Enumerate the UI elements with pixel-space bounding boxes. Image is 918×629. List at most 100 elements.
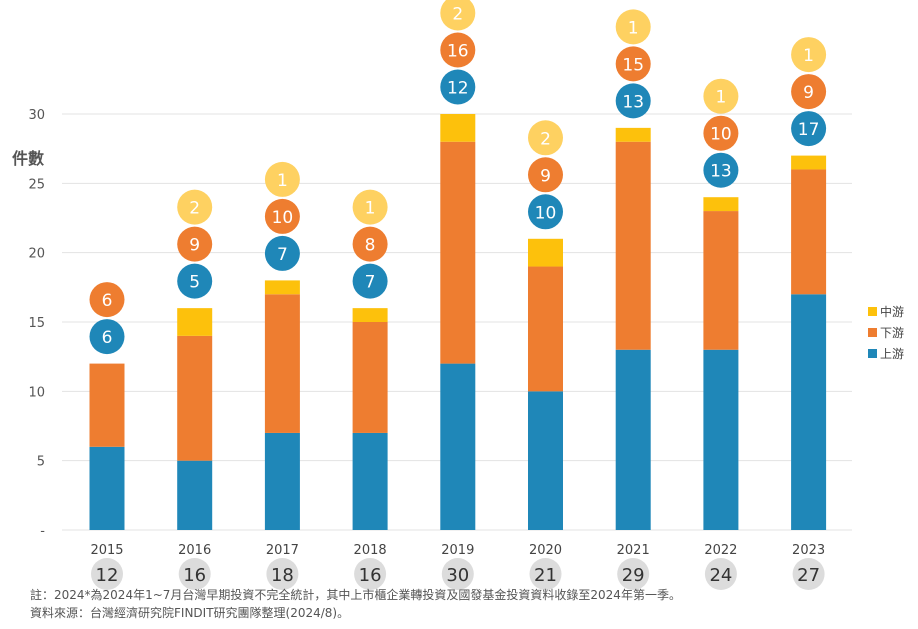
data-label: 9 — [540, 166, 551, 186]
legend-swatch — [868, 307, 877, 316]
legend-label: 下游 — [880, 326, 904, 340]
bar-segment — [264, 432, 300, 530]
value-bubble — [528, 120, 563, 156]
bar-segment — [791, 155, 827, 170]
y-tick-label: 5 — [37, 455, 45, 470]
y-tick-label: 10 — [28, 385, 45, 400]
total-badge — [354, 558, 387, 590]
data-label: 17 — [798, 120, 820, 140]
bar-segment — [440, 114, 476, 142]
value-bubble — [89, 282, 125, 318]
total-badge — [529, 558, 562, 590]
total-badge — [617, 558, 650, 590]
data-label: 12 — [447, 79, 469, 99]
value-bubble — [352, 189, 388, 225]
data-label: 10 — [535, 203, 557, 223]
bar-segment — [264, 294, 300, 433]
data-label: 1 — [365, 199, 376, 219]
x-tick-label: 2020 — [529, 543, 562, 558]
bar-segment — [89, 446, 125, 530]
total-badge — [441, 558, 474, 590]
data-label: 1 — [628, 18, 639, 38]
bar-segment — [264, 280, 300, 295]
y-axis-label: 件數 — [12, 149, 44, 168]
bar-segment — [615, 127, 651, 142]
data-label: 6 — [102, 328, 113, 348]
data-label: 2 — [452, 5, 463, 25]
value-bubble — [89, 319, 125, 355]
data-label: 6 — [102, 291, 113, 311]
data-label: 10 — [272, 208, 294, 228]
x-tick-label: 2016 — [178, 543, 211, 558]
data-label: 10 — [710, 125, 732, 145]
value-bubble — [177, 189, 213, 225]
data-label: 1 — [277, 171, 288, 191]
total-label: 29 — [622, 565, 645, 586]
x-tick-label: 2015 — [90, 543, 123, 558]
data-label: 15 — [622, 55, 644, 75]
value-bubble — [264, 161, 300, 197]
total-label: 18 — [271, 565, 294, 586]
bar-segment — [703, 349, 739, 530]
x-tick-label: 2017 — [266, 543, 299, 558]
total-label: 16 — [359, 565, 382, 586]
bar-segment — [615, 141, 651, 350]
bar-segment — [703, 211, 739, 350]
footnote: 註：2024*為2024年1~7月台灣早期投資不完全統計，其中上市櫃企業轉投資及… — [30, 588, 681, 602]
value-bubble — [791, 74, 827, 110]
data-label: 2 — [540, 129, 551, 149]
data-label: 7 — [277, 245, 288, 265]
bar-segment — [791, 169, 827, 295]
bar-segment — [440, 363, 476, 530]
y-tick-label: 30 — [28, 108, 45, 123]
value-bubble — [440, 0, 476, 31]
value-bubble — [791, 111, 827, 147]
data-label: 5 — [189, 273, 200, 293]
data-label: 9 — [803, 83, 814, 103]
data-label: 13 — [622, 92, 644, 112]
bar-segment — [791, 294, 827, 530]
data-label: 1 — [803, 46, 814, 66]
value-bubble — [177, 226, 213, 262]
y-tick-label: 15 — [28, 316, 45, 331]
data-label: 9 — [189, 236, 200, 256]
total-badge — [266, 558, 299, 590]
bar-segment — [352, 308, 388, 322]
total-label: 12 — [96, 565, 119, 586]
total-badge — [792, 558, 825, 590]
bar-segment — [352, 322, 388, 433]
x-tick-label: 2019 — [441, 543, 474, 558]
value-bubble — [352, 226, 388, 262]
value-bubble — [615, 46, 651, 82]
value-bubble — [615, 9, 651, 45]
value-bubble — [615, 83, 651, 119]
data-label: 8 — [365, 236, 376, 256]
x-tick-label: 2018 — [354, 543, 387, 558]
bar-segment — [615, 349, 651, 530]
data-label: 2 — [189, 199, 200, 219]
bar-segment — [703, 197, 739, 212]
legend-swatch — [868, 328, 877, 337]
bar-segment — [528, 238, 563, 267]
bar-segment — [528, 266, 563, 392]
x-tick-label: 2022 — [704, 543, 737, 558]
y-tick-label: - — [40, 524, 45, 539]
bar-segment — [352, 432, 388, 530]
total-badge — [178, 558, 211, 590]
bar-segment — [440, 141, 476, 364]
total-label: 16 — [183, 565, 206, 586]
legend-label: 中游 — [880, 304, 904, 319]
data-label: 13 — [710, 162, 732, 182]
value-bubble — [528, 157, 563, 193]
total-label: 21 — [534, 565, 557, 586]
data-label: 16 — [447, 42, 469, 62]
value-bubble — [528, 194, 563, 230]
source-note: 資料來源：台灣經濟研究院FINDIT研究團隊整理(2024/8)。 — [30, 606, 350, 620]
y-tick-label: 20 — [28, 247, 45, 262]
bar-segment — [177, 335, 213, 461]
legend-swatch — [868, 349, 877, 358]
value-bubble — [440, 69, 476, 105]
value-bubble — [440, 32, 476, 68]
legend-label: 上游 — [880, 347, 904, 361]
